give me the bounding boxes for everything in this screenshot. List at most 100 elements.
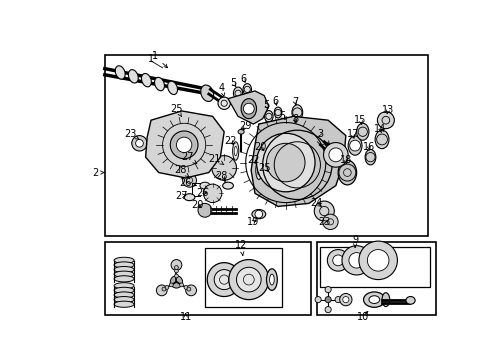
- Text: 22: 22: [224, 136, 237, 146]
- Ellipse shape: [174, 274, 178, 278]
- Ellipse shape: [282, 118, 290, 130]
- Bar: [105, 242, 311, 315]
- Text: 5: 5: [230, 78, 237, 88]
- Ellipse shape: [187, 287, 191, 291]
- Ellipse shape: [114, 266, 134, 273]
- Ellipse shape: [184, 194, 195, 201]
- Ellipse shape: [243, 84, 251, 95]
- Circle shape: [186, 285, 196, 296]
- Ellipse shape: [114, 262, 134, 268]
- Text: 28: 28: [174, 165, 189, 177]
- Ellipse shape: [114, 283, 134, 289]
- Ellipse shape: [256, 161, 262, 180]
- Ellipse shape: [233, 142, 239, 160]
- Text: 5: 5: [280, 111, 286, 121]
- Circle shape: [203, 184, 222, 203]
- Ellipse shape: [174, 266, 178, 269]
- Ellipse shape: [114, 276, 134, 282]
- Text: 29: 29: [240, 121, 252, 131]
- Ellipse shape: [222, 182, 233, 189]
- Circle shape: [255, 210, 263, 218]
- Polygon shape: [251, 116, 346, 206]
- Text: 26: 26: [196, 188, 209, 198]
- Circle shape: [325, 307, 331, 313]
- Circle shape: [349, 253, 365, 268]
- Ellipse shape: [154, 77, 165, 91]
- Text: 4: 4: [219, 83, 225, 96]
- Ellipse shape: [114, 287, 134, 293]
- Circle shape: [132, 136, 147, 151]
- Ellipse shape: [114, 257, 134, 264]
- Ellipse shape: [382, 293, 390, 306]
- Text: 27: 27: [175, 191, 188, 201]
- Circle shape: [244, 103, 254, 114]
- Text: 25: 25: [170, 104, 183, 117]
- Circle shape: [218, 97, 230, 109]
- Text: 20: 20: [191, 200, 203, 210]
- Ellipse shape: [241, 99, 257, 119]
- Circle shape: [171, 276, 183, 288]
- Circle shape: [171, 131, 198, 159]
- Ellipse shape: [364, 292, 385, 307]
- Ellipse shape: [252, 210, 266, 219]
- Text: 23: 23: [124, 129, 139, 139]
- Text: 26: 26: [179, 178, 196, 188]
- Text: 20: 20: [254, 142, 267, 152]
- Text: 9: 9: [352, 235, 358, 247]
- Text: 15: 15: [354, 115, 367, 125]
- Ellipse shape: [270, 274, 274, 285]
- Text: 24: 24: [310, 198, 323, 208]
- Circle shape: [136, 139, 144, 147]
- Ellipse shape: [238, 130, 244, 134]
- Circle shape: [333, 255, 343, 266]
- Text: 6: 6: [272, 96, 278, 106]
- Ellipse shape: [200, 182, 210, 189]
- Circle shape: [314, 201, 334, 221]
- Circle shape: [368, 249, 389, 271]
- Text: 14: 14: [374, 125, 387, 134]
- Bar: [205, 248, 282, 307]
- Text: 19: 19: [247, 217, 260, 227]
- Ellipse shape: [338, 160, 357, 185]
- Polygon shape: [146, 111, 224, 178]
- Ellipse shape: [162, 287, 166, 291]
- Ellipse shape: [201, 85, 214, 102]
- Polygon shape: [228, 91, 269, 124]
- Text: 16: 16: [363, 142, 375, 152]
- Circle shape: [342, 246, 371, 275]
- Ellipse shape: [114, 297, 134, 303]
- Text: 22: 22: [247, 155, 260, 165]
- Circle shape: [183, 173, 196, 187]
- Ellipse shape: [365, 149, 376, 165]
- Bar: [320, 247, 430, 287]
- Ellipse shape: [128, 69, 138, 83]
- Ellipse shape: [165, 285, 169, 289]
- Ellipse shape: [234, 147, 237, 156]
- Text: 25: 25: [259, 163, 271, 173]
- Circle shape: [325, 287, 331, 293]
- Circle shape: [377, 112, 394, 129]
- Circle shape: [350, 140, 361, 151]
- Ellipse shape: [174, 269, 178, 273]
- Text: 8: 8: [292, 114, 298, 125]
- Ellipse shape: [265, 170, 276, 186]
- Circle shape: [207, 263, 241, 297]
- Circle shape: [315, 297, 321, 303]
- Ellipse shape: [357, 123, 369, 140]
- Text: 17: 17: [346, 129, 359, 139]
- Ellipse shape: [170, 283, 173, 287]
- Circle shape: [325, 297, 331, 303]
- Circle shape: [171, 260, 182, 270]
- Circle shape: [176, 137, 192, 153]
- Ellipse shape: [348, 136, 362, 155]
- Ellipse shape: [292, 122, 303, 137]
- Text: 23: 23: [318, 217, 330, 227]
- Circle shape: [214, 270, 234, 289]
- Ellipse shape: [375, 130, 389, 149]
- Ellipse shape: [406, 297, 415, 304]
- Circle shape: [343, 297, 349, 303]
- Text: 10: 10: [357, 311, 369, 321]
- Circle shape: [257, 133, 315, 192]
- Ellipse shape: [267, 269, 277, 291]
- Text: 6: 6: [241, 75, 246, 84]
